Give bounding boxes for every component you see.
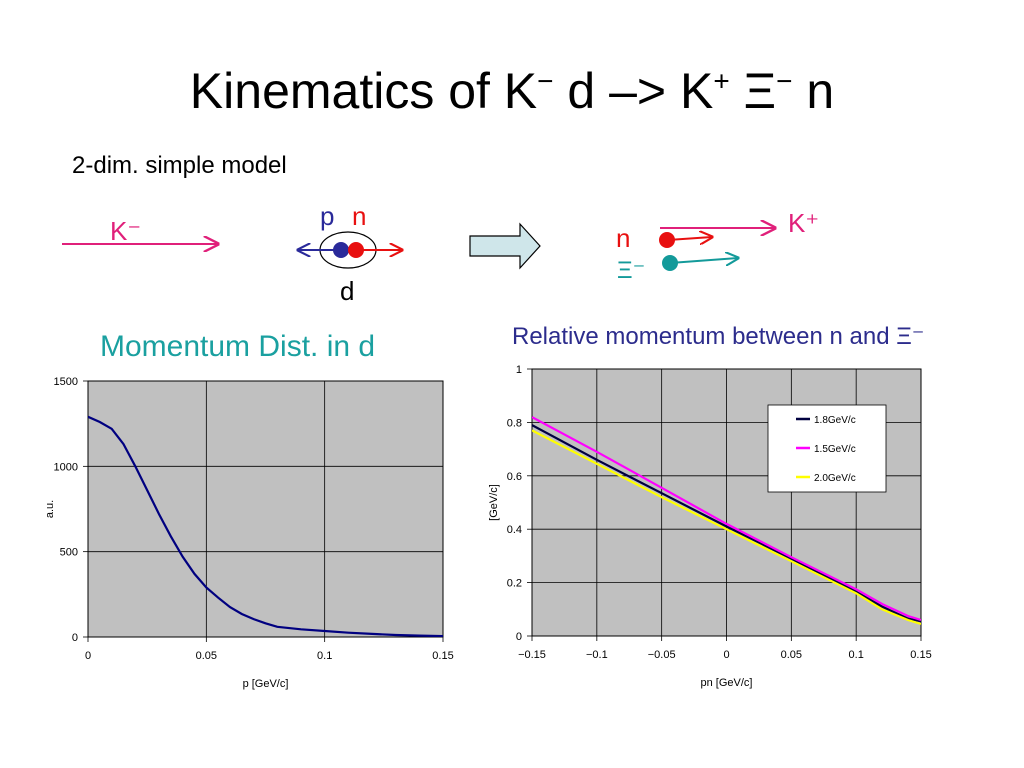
x-tick-label: 0.15 — [432, 650, 453, 662]
n-label: n — [352, 201, 366, 231]
x-tick-label: 0 — [85, 650, 91, 662]
chart1-title: Momentum Dist. in d — [100, 330, 376, 363]
x-tick-label: 0.05 — [781, 649, 802, 661]
xi-right-arrow — [669, 258, 738, 263]
x-tick-label: −0.05 — [648, 649, 676, 661]
legend-label: 1.8GeV/c — [814, 415, 856, 426]
transition-arrow — [469, 222, 541, 270]
proton-dot — [333, 242, 349, 258]
n-right-arrow — [667, 237, 712, 240]
x-tick-label: 0.05 — [196, 650, 217, 662]
y-tick-label: 1500 — [54, 376, 78, 388]
chart2-title: Relative momentum between n and Ξ⁻ — [512, 323, 925, 350]
slide-title: Kinematics of K− d –> K+ Ξ− n — [189, 63, 835, 119]
legend-label: 1.5GeV/c — [814, 444, 856, 455]
series-line-1 — [88, 415, 443, 637]
x-tick-label: −0.15 — [518, 649, 546, 661]
xi-right-label: Ξ⁻ — [617, 257, 645, 284]
n-right-dot — [659, 232, 675, 248]
x-tick-label: 0.1 — [849, 649, 864, 661]
legend-box — [767, 404, 887, 493]
x-axis-label: p [GeV/c] — [243, 678, 289, 690]
y-tick-label: 0.2 — [507, 578, 522, 590]
y-axis-label: a.u. — [44, 500, 56, 518]
kminus-label: K⁻ — [110, 216, 141, 246]
legend-label: 2.0GeV/c — [814, 473, 856, 484]
x-tick-label: 0.1 — [317, 650, 332, 662]
y-tick-label: 1 — [516, 364, 522, 376]
kplus-label: K⁺ — [788, 208, 819, 238]
subtitle: 2-dim. simple model — [72, 152, 287, 179]
x-tick-label: 0 — [723, 649, 729, 661]
x-tick-label: −0.1 — [586, 649, 608, 661]
d-label: d — [340, 276, 354, 306]
y-axis-label: [GeV/c] — [488, 484, 500, 521]
y-tick-label: 0.8 — [507, 417, 522, 429]
y-tick-label: 0.6 — [507, 471, 522, 483]
p-label: p — [320, 201, 334, 231]
y-tick-label: 1000 — [54, 461, 78, 473]
n-right-label: n — [616, 223, 630, 253]
series-line-2 — [532, 416, 921, 622]
xi-right-dot — [662, 255, 678, 271]
series-line-1 — [532, 424, 921, 623]
plot-area — [87, 380, 444, 638]
y-tick-label: 500 — [60, 547, 78, 559]
y-tick-label: 0 — [516, 631, 522, 643]
neutron-dot — [348, 242, 364, 258]
y-tick-label: 0 — [72, 632, 78, 644]
series-line-3 — [532, 429, 921, 626]
y-tick-label: 0.4 — [507, 524, 522, 536]
x-tick-label: 0.15 — [910, 649, 931, 661]
x-axis-label: pn [GeV/c] — [701, 677, 753, 689]
